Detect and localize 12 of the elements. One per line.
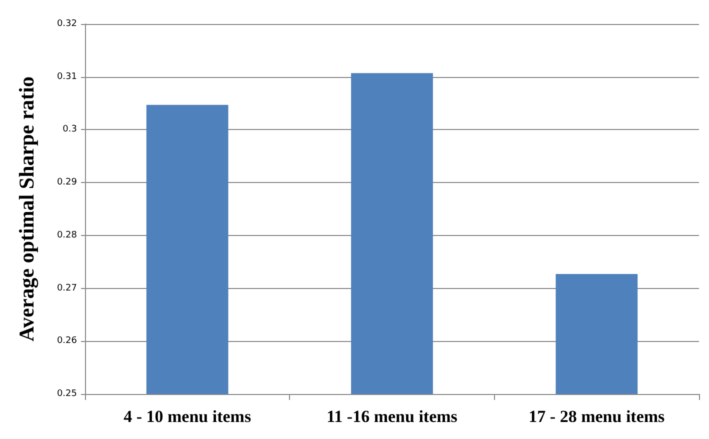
y-tick-label: 0.32 <box>56 19 77 29</box>
x-tick-label: 17 - 28 menu items <box>528 407 666 426</box>
y-tick-label: 0.3 <box>62 124 77 135</box>
y-tick-label: 0.25 <box>56 389 77 399</box>
y-tick-label: 0.31 <box>56 72 77 82</box>
y-axis-title: Average optimal Sharpe ratio <box>14 76 38 342</box>
y-tick-label: 0.26 <box>56 336 78 346</box>
y-tick-label: 0.27 <box>56 283 77 294</box>
y-tick-label: 0.28 <box>56 230 78 240</box>
y-tick-label: 0.29 <box>56 178 78 188</box>
x-tick-label: 4 - 10 menu items <box>124 407 252 426</box>
x-tick-label: 11 -16 menu items <box>326 407 458 426</box>
